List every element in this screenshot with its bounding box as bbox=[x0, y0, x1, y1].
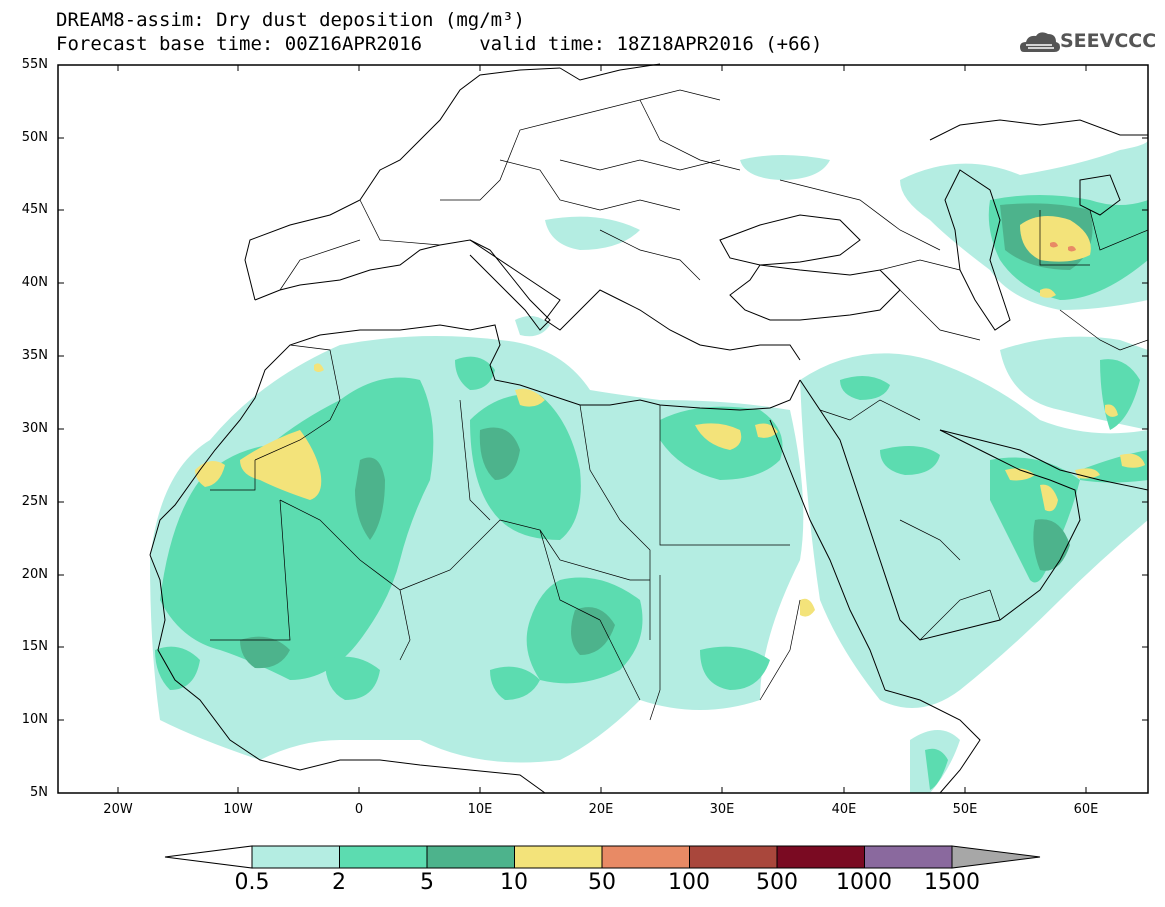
lon-label: 60E bbox=[1073, 802, 1099, 817]
legend-swatch bbox=[251, 845, 340, 869]
lon-label: 10W bbox=[223, 802, 253, 817]
legend-label: 100 bbox=[668, 870, 710, 895]
lat-label: 40N bbox=[21, 275, 48, 290]
lat-label: 5N bbox=[30, 785, 48, 800]
lon-label: 0 bbox=[354, 802, 364, 817]
logo-text: SEEVCCC bbox=[1060, 30, 1157, 52]
legend-swatch bbox=[776, 845, 865, 869]
lon-label: 50E bbox=[952, 802, 978, 817]
legend-swatch bbox=[689, 845, 778, 869]
legend-label: 0.5 bbox=[234, 870, 270, 895]
lat-label: 50N bbox=[21, 130, 48, 145]
cloud-logo-icon bbox=[1020, 32, 1060, 52]
legend-label: 1500 bbox=[924, 870, 980, 895]
lat-label: 35N bbox=[21, 348, 48, 363]
legend-swatch bbox=[514, 845, 603, 869]
lon-label: 20E bbox=[588, 802, 614, 817]
lon-label: 40E bbox=[831, 802, 857, 817]
legend-label: 2 bbox=[332, 870, 346, 895]
coastlines bbox=[149, 63, 1149, 794]
lat-label: 15N bbox=[21, 639, 48, 654]
legend-under-arrow bbox=[164, 845, 253, 869]
lat-label: 30N bbox=[21, 421, 48, 436]
legend-over-arrow bbox=[951, 845, 1041, 869]
lat-label: 55N bbox=[21, 57, 48, 72]
dust-field bbox=[150, 140, 1148, 793]
legend-swatch bbox=[339, 845, 428, 869]
lat-label: 20N bbox=[21, 567, 48, 582]
lon-label: 10E bbox=[467, 802, 493, 817]
legend-label: 50 bbox=[588, 870, 616, 895]
country-borders bbox=[210, 89, 1149, 721]
legend-label: 5 bbox=[420, 870, 434, 895]
legend-swatch bbox=[864, 845, 953, 869]
lon-label: 20W bbox=[103, 802, 133, 817]
lat-label: 45N bbox=[21, 202, 48, 217]
legend-swatch bbox=[426, 845, 515, 869]
map-title: DREAM8-assim: Dry dust deposition (mg/m³… bbox=[56, 9, 525, 31]
forecast-time-line: Forecast base time: 00Z16APR2016 valid t… bbox=[56, 33, 823, 55]
lat-label: 10N bbox=[21, 712, 48, 727]
lat-label: 25N bbox=[21, 494, 48, 509]
legend-label: 1000 bbox=[836, 870, 892, 895]
legend-label: 500 bbox=[756, 870, 798, 895]
axis-ticks bbox=[58, 64, 1148, 793]
legend-swatch bbox=[601, 845, 690, 869]
lon-label: 30E bbox=[709, 802, 735, 817]
legend-label: 10 bbox=[500, 870, 528, 895]
